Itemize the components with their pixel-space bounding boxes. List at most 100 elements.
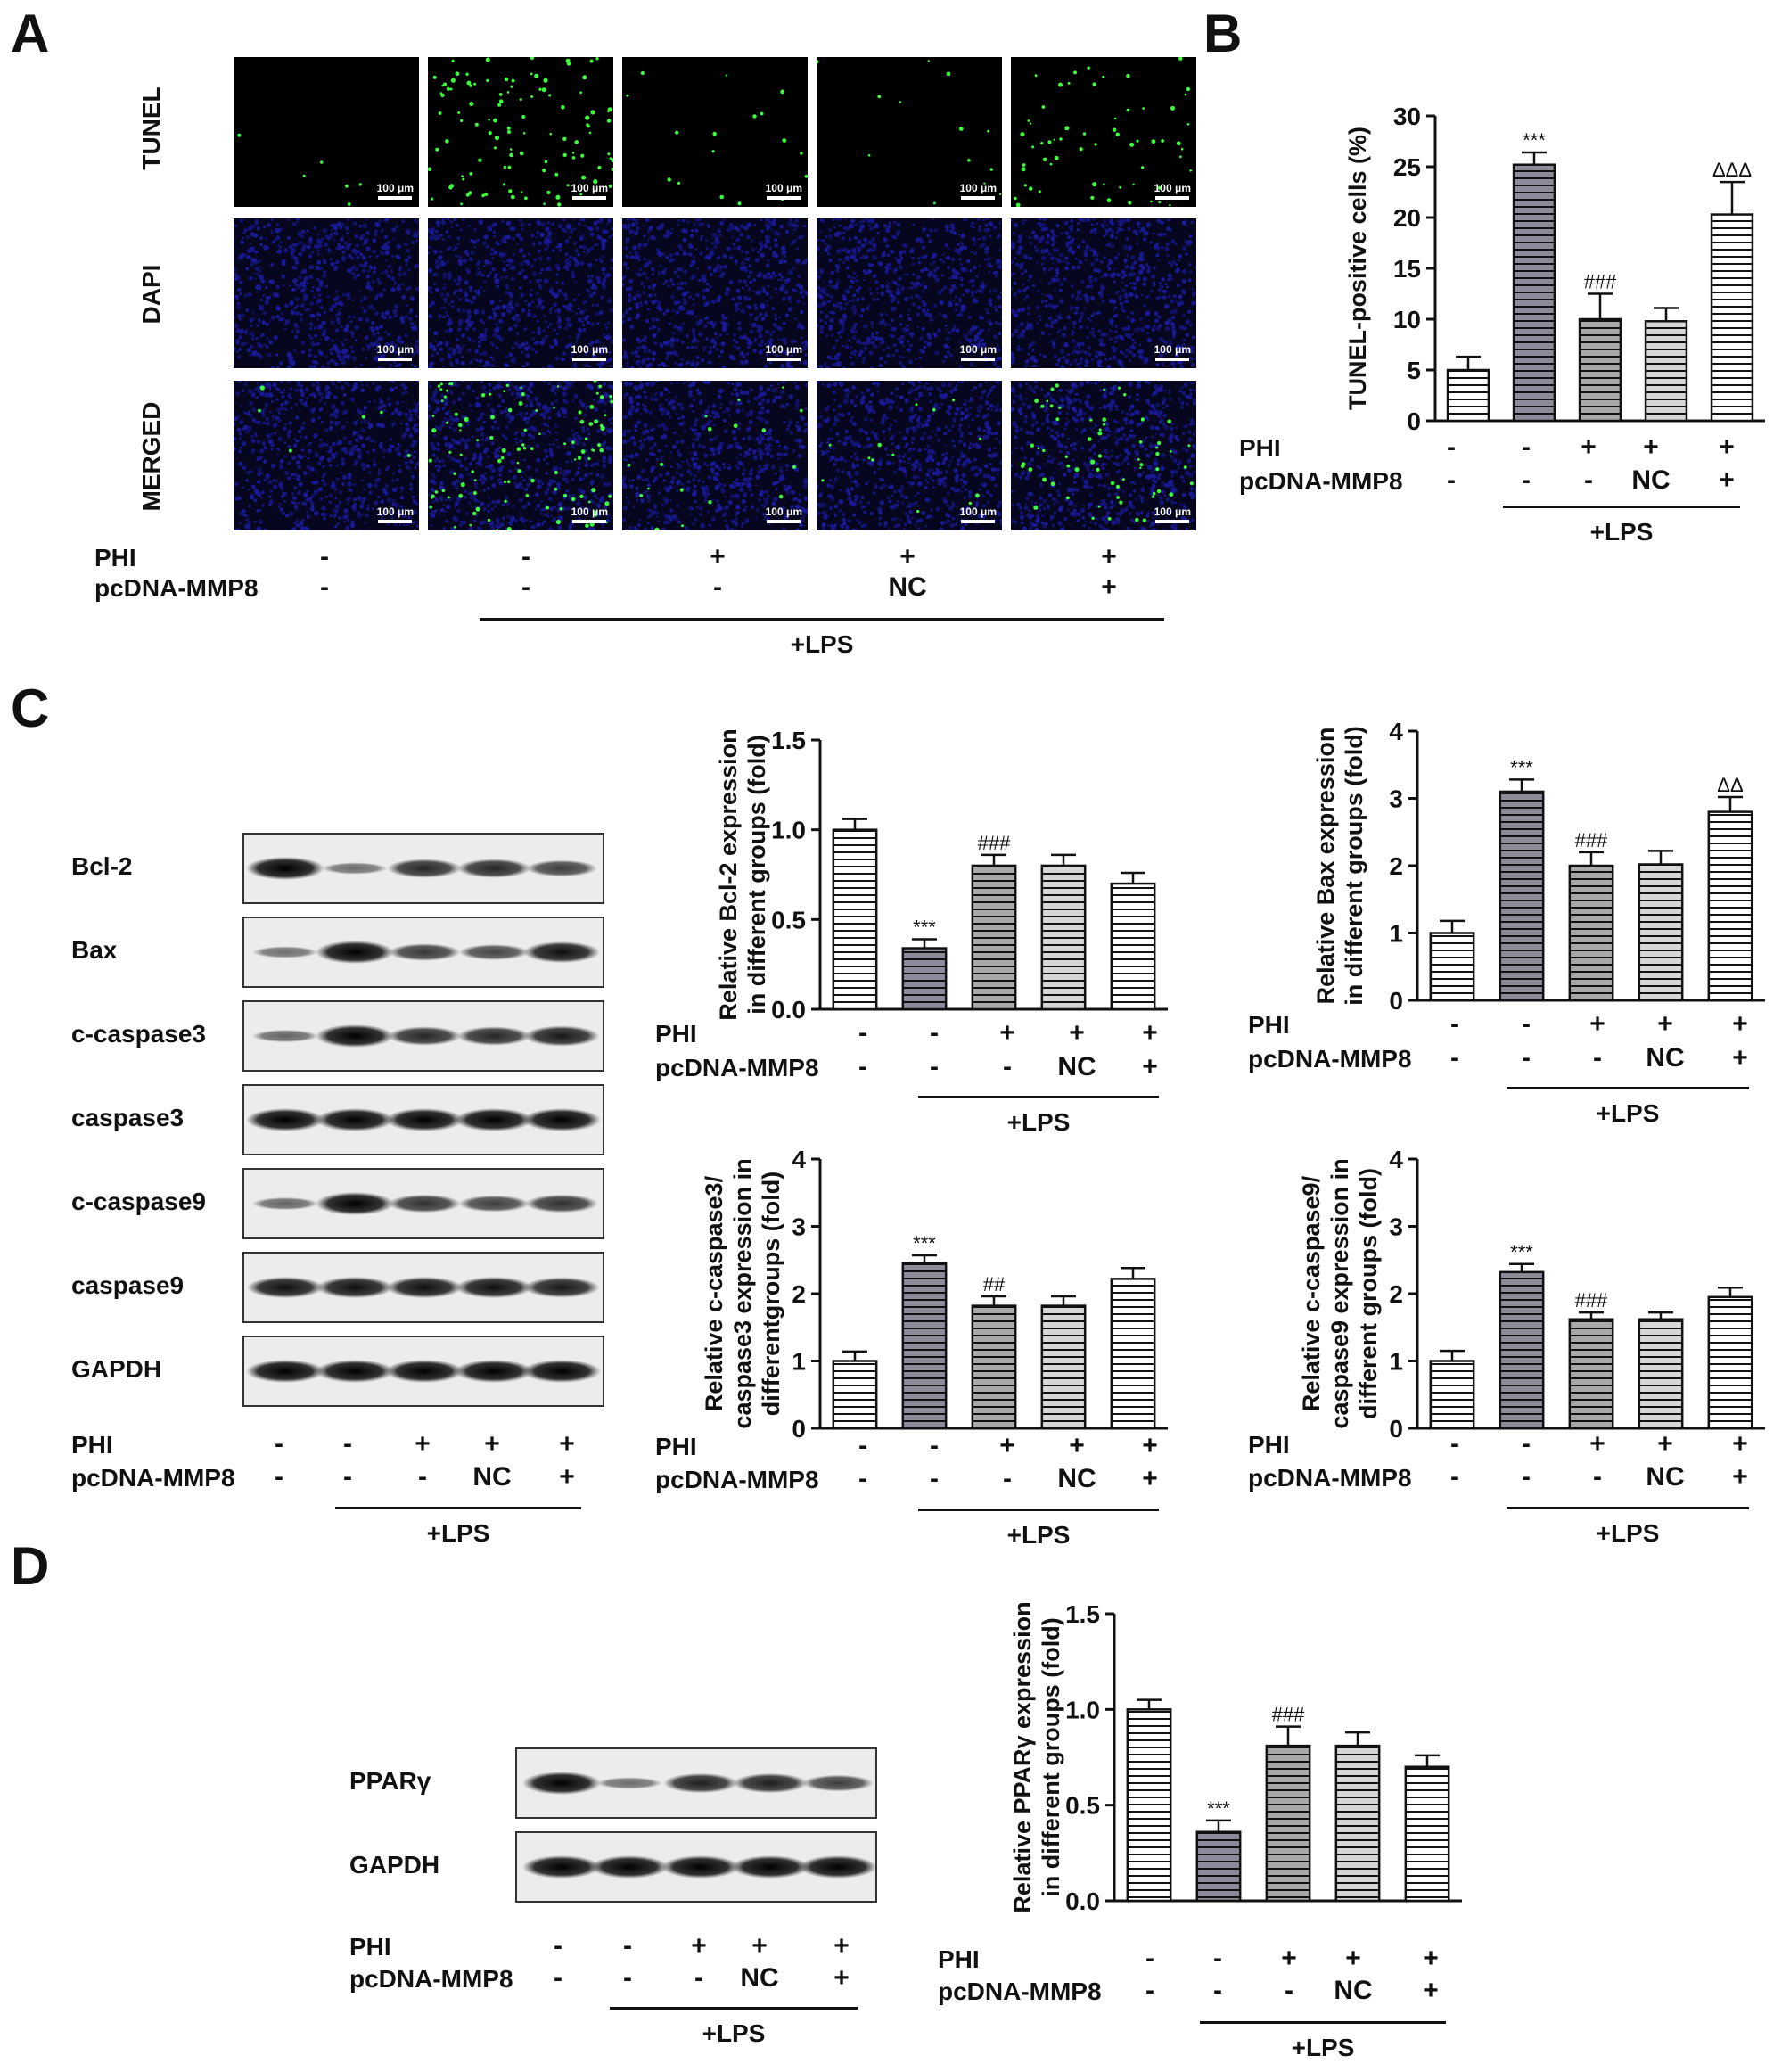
scale-bar: 100 μm xyxy=(766,343,802,361)
blot-band xyxy=(458,944,530,960)
blot-band xyxy=(316,1192,394,1215)
blot-label: c-caspase9 xyxy=(71,1188,207,1215)
pcdna-mmp8-label: pcDNA-MMP8 xyxy=(655,1054,819,1081)
y-tick-label: 1 xyxy=(1389,1348,1403,1376)
y-axis-label-line: different groups (fold) xyxy=(1355,1168,1382,1419)
chart-svg: Relative PPARγ expression in different gr… xyxy=(1009,1600,1462,1915)
bar xyxy=(832,1360,878,1430)
scale-bar-line xyxy=(378,358,413,361)
bar xyxy=(901,947,948,1011)
phi-value: + xyxy=(559,1429,575,1459)
pcdna-value: - xyxy=(1145,1976,1154,2005)
micrograph-dapi-1: 100 μm xyxy=(234,218,419,368)
y-axis-label-line: caspase3 expression in xyxy=(729,1158,756,1428)
phi-value: + xyxy=(1345,1944,1361,1973)
phi-value: + xyxy=(1732,1009,1748,1039)
significance-label: *** xyxy=(1510,1241,1533,1263)
blot-band xyxy=(522,1855,601,1879)
blot-band xyxy=(523,1025,600,1047)
bar xyxy=(1110,1278,1156,1430)
y-tick-label: 4 xyxy=(1389,1146,1403,1173)
blot-band xyxy=(522,1108,601,1131)
pcdna-value: - xyxy=(1522,1043,1531,1073)
phi-value: - xyxy=(343,1429,352,1459)
blot-band xyxy=(663,1772,738,1794)
chart-svg: Relative c-caspase9/caspase9 expression … xyxy=(1298,1146,1765,1443)
blot-band xyxy=(456,859,531,878)
blot-band xyxy=(385,1360,464,1383)
blot-band xyxy=(802,1774,874,1792)
y-tick-label: 5 xyxy=(1407,357,1421,384)
bar xyxy=(1568,864,1614,1002)
bar xyxy=(1499,1270,1545,1430)
scale-bar-line xyxy=(961,196,996,200)
pcdna-value: - xyxy=(418,1462,427,1492)
bar xyxy=(1446,368,1490,423)
micrograph-tunel-2: 100 μm xyxy=(428,57,613,207)
significance-label: ### xyxy=(1272,1704,1305,1726)
micrograph-tunel-4: 100 μm xyxy=(817,57,1002,207)
bar xyxy=(971,1304,1017,1430)
scale-bar-label: 100 μm xyxy=(959,343,997,356)
blot-band xyxy=(246,1108,324,1131)
pcdna-value: - xyxy=(930,1464,939,1493)
phi-value: + xyxy=(1142,1431,1158,1460)
phi-value: - xyxy=(858,1431,867,1460)
pcdna-value: - xyxy=(694,1963,703,1993)
micrograph-tunel-1: 100 μm xyxy=(234,57,419,207)
y-axis-label: Relative c-caspase9/caspase9 expression … xyxy=(1298,1158,1382,1428)
pcdna-mmp8-label: pcDNA-MMP8 xyxy=(71,1464,235,1492)
blot-strip xyxy=(515,1747,877,1819)
phi-label: PHI xyxy=(1248,1431,1290,1459)
y-tick-label: 1.0 xyxy=(1065,1696,1100,1723)
phi-value: - xyxy=(623,1931,632,1961)
blot-band xyxy=(799,1855,877,1879)
bar xyxy=(1499,790,1545,1002)
pcdna-value: - xyxy=(1003,1052,1012,1081)
bar xyxy=(1040,1304,1087,1430)
lps-label: +LPS xyxy=(1589,518,1654,546)
pcdna-value: NC xyxy=(472,1462,512,1492)
chart-svg: TUNEL-positive cells (%) 0 5 10 15 20 25 30 *** #… xyxy=(1344,103,1765,435)
scale-bar-label: 100 μm xyxy=(571,182,608,194)
panel-label-c: C xyxy=(11,678,50,738)
scale-bar-line xyxy=(767,196,801,200)
blot-label: caspase3 xyxy=(71,1104,185,1131)
y-tick-label: 1 xyxy=(1389,920,1403,948)
y-tick-label: 20 xyxy=(1393,204,1421,232)
chart-d-ppar-gamma: Relative PPARγ expression in different gr… xyxy=(981,1587,1480,1926)
lps-bracket-line xyxy=(1507,1087,1749,1089)
blot-band xyxy=(251,1029,319,1043)
pcdna-mmp8-label: pcDNA-MMP8 xyxy=(1248,1464,1412,1492)
blot-band xyxy=(316,1360,394,1383)
pcdna-value: + xyxy=(1142,1052,1158,1081)
chart-c-bcl2: Relative Bcl-2 expression in different gr… xyxy=(686,713,1186,1034)
lps-bracket-line xyxy=(610,2007,858,2010)
pcdna-value: - xyxy=(858,1464,867,1493)
scale-bar: 100 μm xyxy=(571,182,608,200)
blot-band xyxy=(590,1855,669,1879)
chart-svg: Relative c-caspase3/caspase3 expression … xyxy=(701,1146,1168,1443)
scale-bar-label: 100 μm xyxy=(765,506,802,518)
bar xyxy=(1195,1830,1242,1903)
pcdna-value: - xyxy=(554,1963,562,1993)
pcdna-value: - xyxy=(1522,465,1531,495)
blot-strip xyxy=(242,917,604,988)
pcdna-value: - xyxy=(343,1462,352,1492)
y-tick-label: 0 xyxy=(1407,407,1421,435)
scale-bar-label: 100 μm xyxy=(571,343,608,356)
phi-value: + xyxy=(1581,432,1597,462)
bar xyxy=(832,828,878,1011)
phi-value: - xyxy=(521,542,530,571)
bar xyxy=(1638,863,1684,1002)
bar xyxy=(1568,1318,1614,1430)
blot-band xyxy=(458,1195,530,1213)
y-tick-label: 25 xyxy=(1393,153,1421,181)
scale-bar-line xyxy=(767,520,801,523)
phi-value: + xyxy=(1069,1018,1085,1048)
scale-bar-label: 100 μm xyxy=(376,506,414,518)
significance-label: ΔΔΔ xyxy=(1712,159,1752,181)
pcdna-value: NC xyxy=(1334,1976,1373,2005)
chart-svg: Relative Bcl-2 expression in different gr… xyxy=(715,727,1168,1024)
scale-bar: 100 μm xyxy=(377,182,414,200)
